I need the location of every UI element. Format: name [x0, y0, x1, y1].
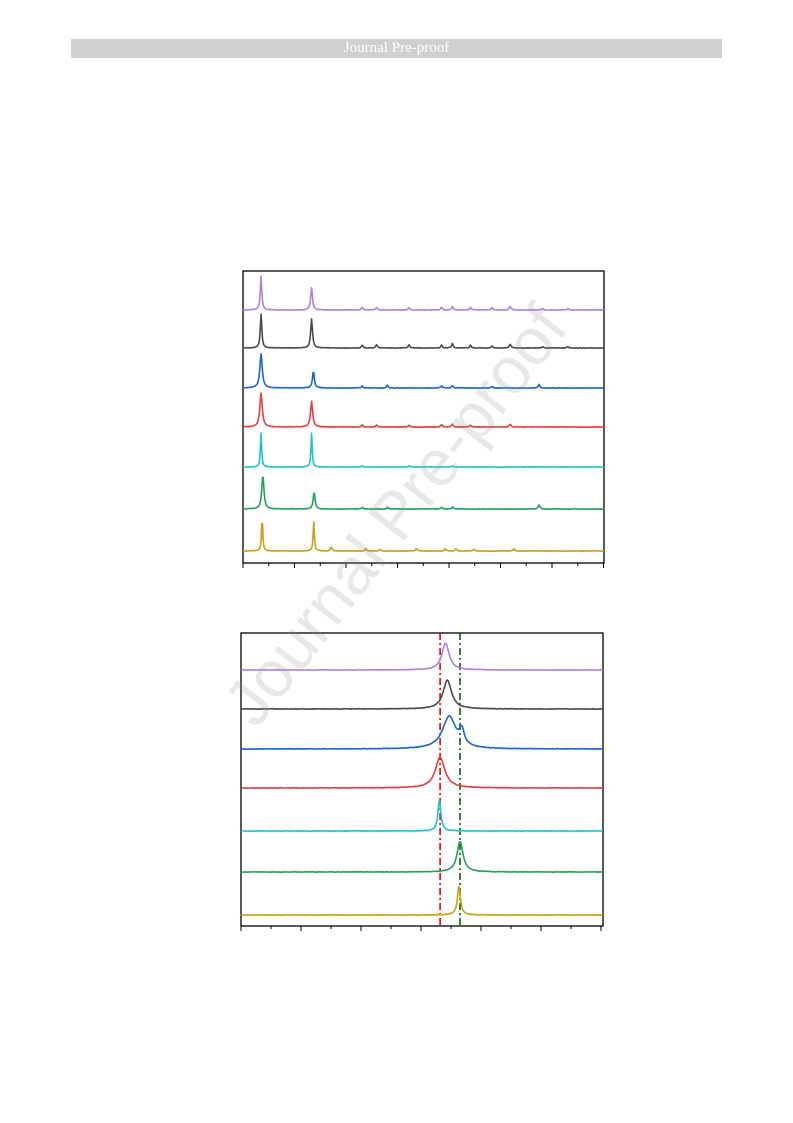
- series-line-4: [240, 756, 604, 790]
- series-line-2: [242, 313, 605, 350]
- journal-banner: Journal Pre-proof: [71, 39, 722, 58]
- plot-frame: [240, 632, 604, 927]
- series-line-3: [242, 353, 605, 390]
- series-line-2: [240, 679, 604, 711]
- xrd-chart-bottom-zoom: [240, 632, 604, 931]
- series-line-5: [242, 432, 605, 469]
- series-line-7: [240, 885, 604, 917]
- series-line-3: [240, 714, 604, 750]
- series-line-6: [240, 840, 604, 874]
- series-line-4: [242, 392, 605, 429]
- series-line-6: [242, 476, 605, 511]
- series-line-5: [240, 799, 604, 833]
- xrd-chart-top: [242, 270, 605, 568]
- series-line-7: [242, 521, 605, 553]
- series-line-1: [240, 642, 604, 672]
- series-line-1: [242, 275, 605, 312]
- plot-frame: [242, 270, 605, 564]
